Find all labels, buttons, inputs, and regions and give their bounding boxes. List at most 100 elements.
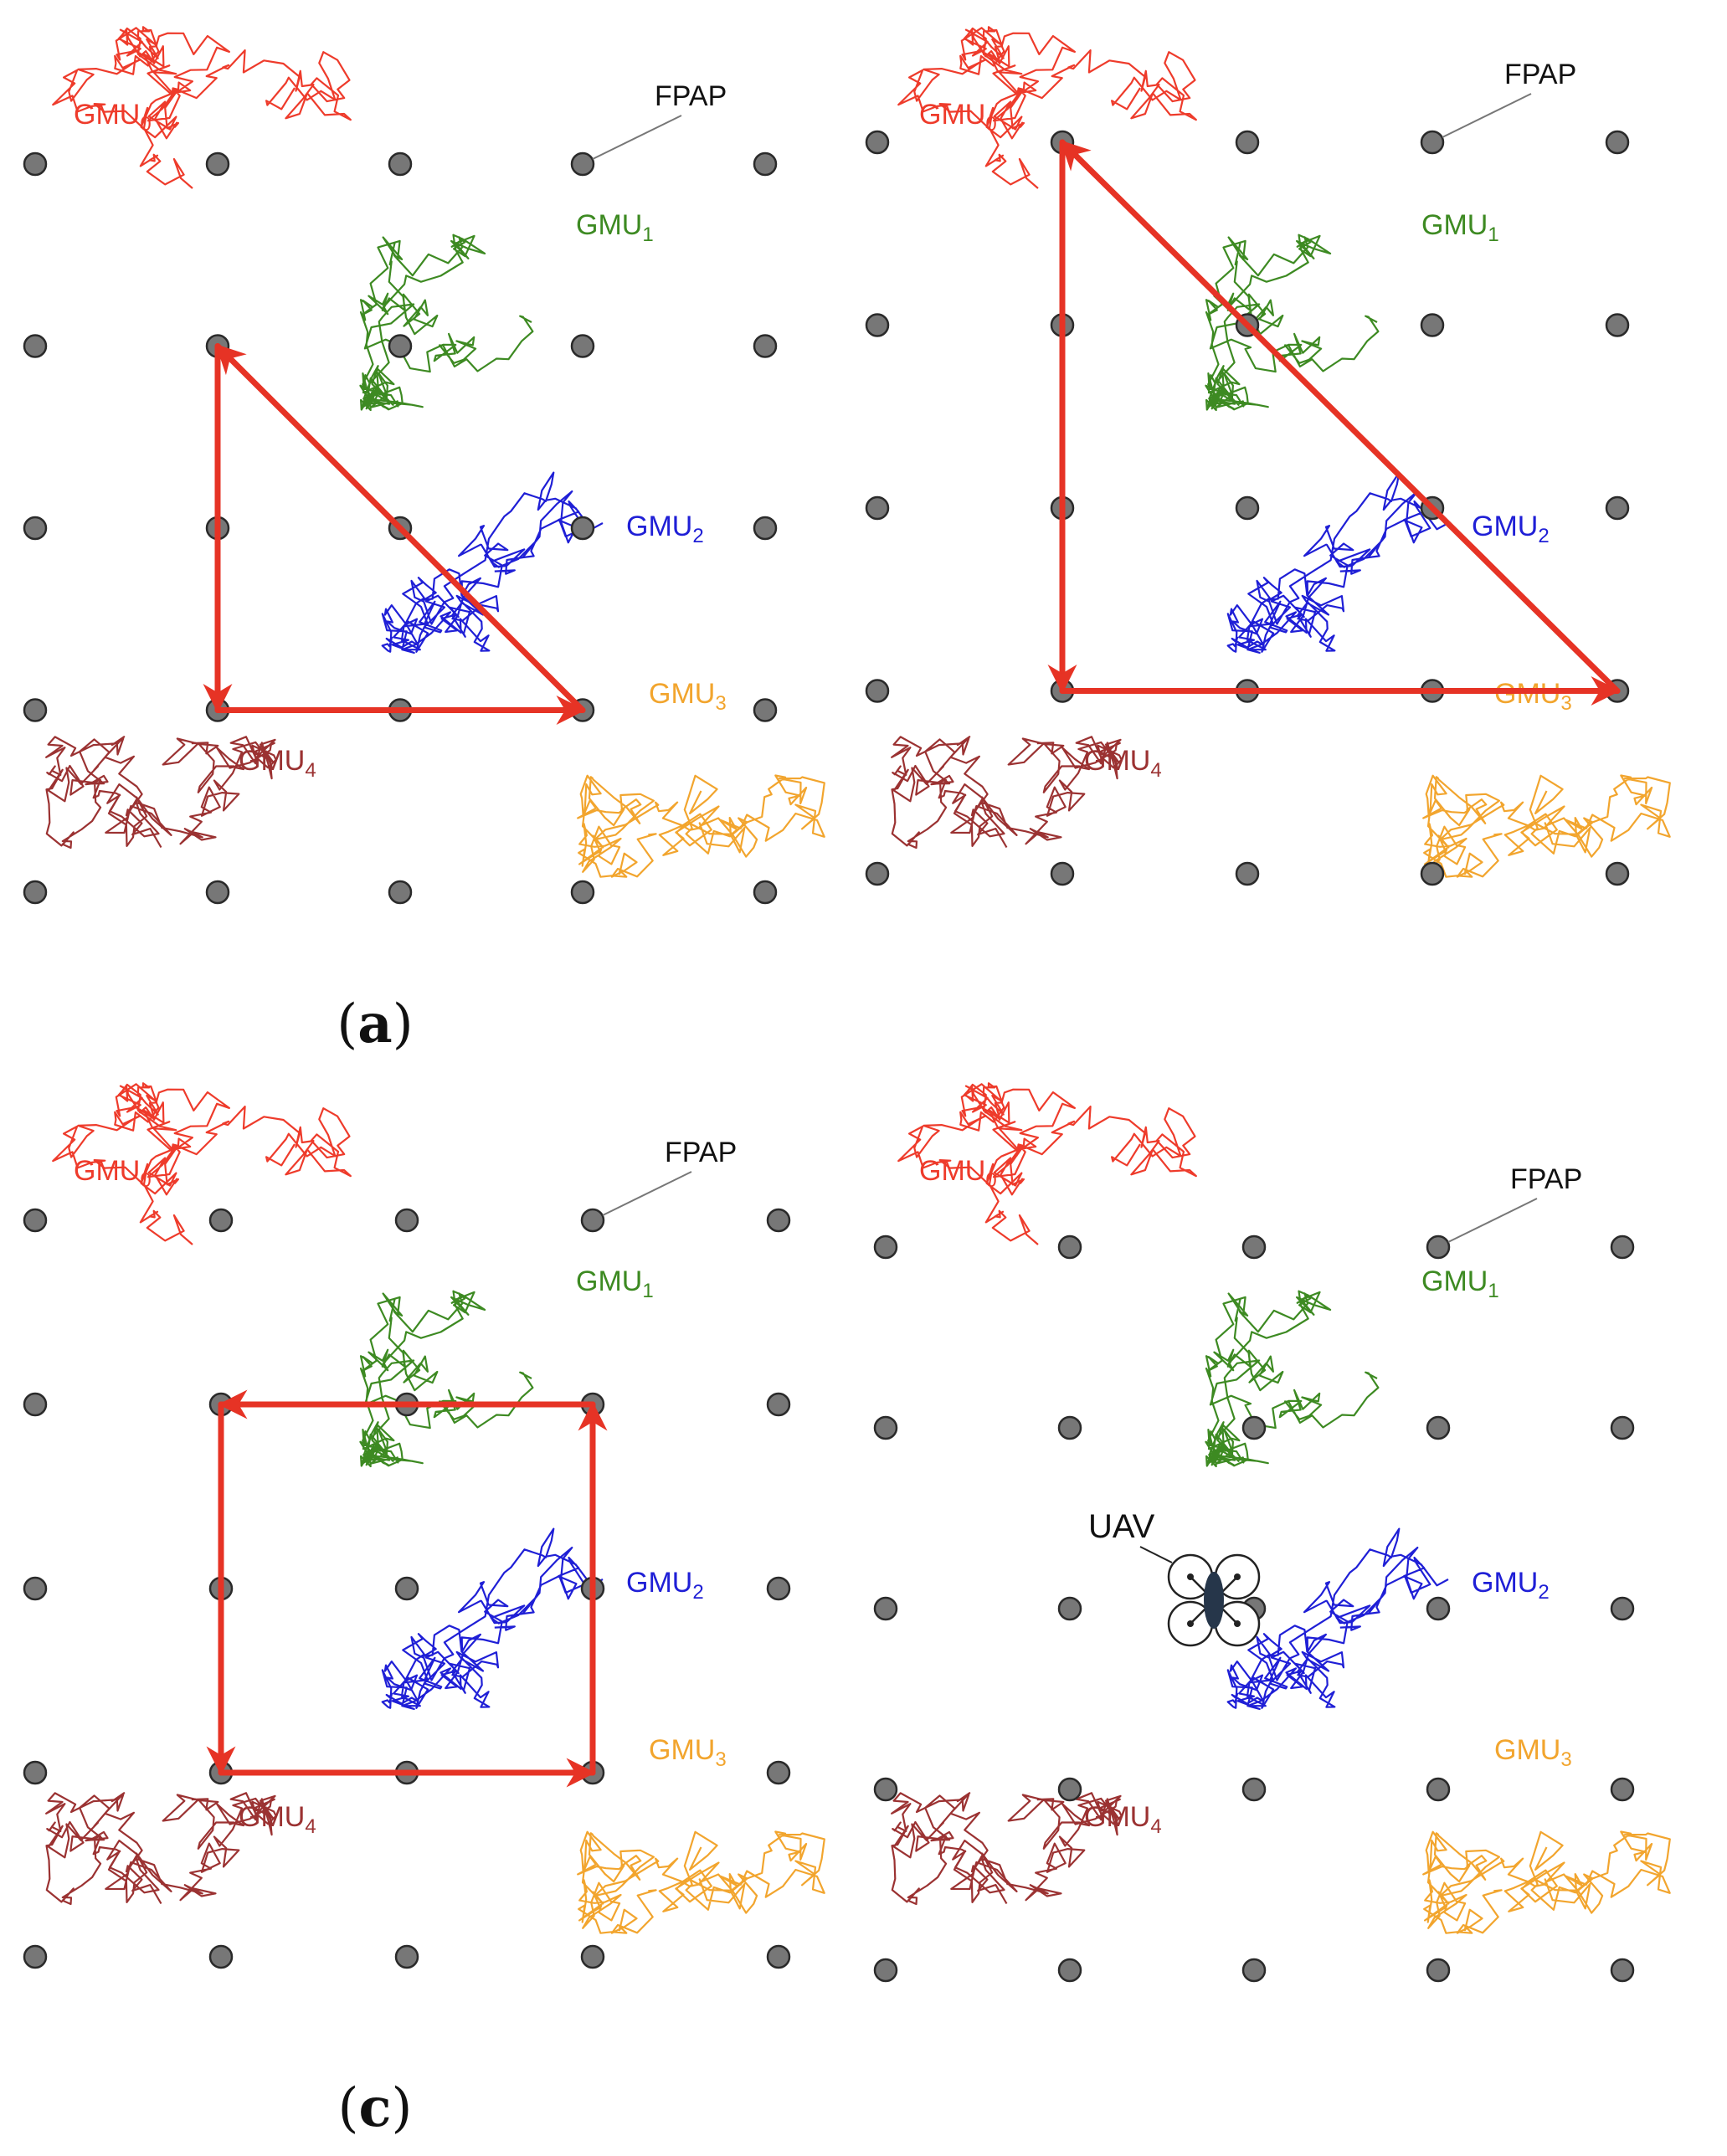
uav-leader-line <box>1139 1546 1173 1563</box>
gmu-2-label: GMU2 <box>626 511 704 547</box>
fpap-point <box>1050 861 1075 886</box>
fpap-point <box>388 880 413 905</box>
gmu-4-trajectory <box>891 1792 1123 1906</box>
gmu-4-trajectory <box>45 1792 277 1906</box>
panel-a: FPAP GMU0 GMU1 GMU2 GMU3 GMU4 (a) <box>23 26 825 1055</box>
gmu-1-label: GMU1 <box>1421 209 1499 246</box>
uav-drone-icon: UAV <box>1088 1508 1261 1647</box>
uav-path-leg-diagonal <box>214 343 586 713</box>
fpap-point <box>1420 130 1445 155</box>
fpap-point <box>1605 495 1630 521</box>
fpap-point <box>23 1392 48 1417</box>
fpap-point <box>1426 1596 1451 1621</box>
fpap-point <box>1610 1415 1635 1440</box>
fpap-point <box>1426 1235 1451 1260</box>
gmu-4-trajectory <box>45 736 277 850</box>
rotor-hub <box>1187 1573 1194 1580</box>
fpap-point <box>570 151 595 177</box>
gmu-3-trajectory <box>577 774 825 878</box>
fpap-point <box>865 495 890 521</box>
fpap-point <box>766 1208 791 1233</box>
gmu-1-trajectory <box>359 1290 534 1468</box>
gmu-0-label: GMU0 <box>919 1155 997 1192</box>
fpap-point <box>23 1944 48 1969</box>
fpap-point <box>1426 1415 1451 1440</box>
gmu-2-label: GMU2 <box>626 1567 704 1604</box>
gmu-2-trajectory <box>1226 471 1449 654</box>
fpap-point <box>865 861 890 886</box>
fpap-point <box>873 1958 898 1983</box>
fpap-point <box>873 1235 898 1260</box>
fpap-point <box>873 1415 898 1440</box>
gmu-1-trajectory <box>359 234 534 412</box>
fpap-point <box>1605 313 1630 337</box>
gmu-0-trajectory <box>897 26 1197 189</box>
fpap-leader-line <box>602 1171 692 1216</box>
panel-caption: (c) <box>338 2076 413 2139</box>
gmu-0-label: GMU0 <box>919 99 997 136</box>
fpap-point <box>570 880 595 905</box>
fpap-point <box>1605 130 1630 155</box>
fpap-point <box>1241 1415 1267 1440</box>
gmu-4-label: GMU4 <box>239 745 316 782</box>
fpap-point <box>23 516 48 541</box>
fpap-point <box>1610 1596 1635 1621</box>
fpap-point <box>1057 1415 1082 1440</box>
gmu-4-trajectory <box>891 736 1123 850</box>
fpap-point <box>1241 1235 1267 1260</box>
panel-c: FPAP GMU0 GMU1 GMU2 GMU3 GMU4 (c) <box>23 1082 825 2139</box>
fpap-label: FPAP <box>1504 59 1576 90</box>
fpap-point <box>1610 1958 1635 1983</box>
gmu-3-trajectory <box>1422 1830 1671 1934</box>
gmu-1-label: GMU1 <box>576 209 654 246</box>
fpap-point <box>1235 130 1260 155</box>
fpap-point <box>208 1208 234 1233</box>
gmu-1-label: GMU1 <box>576 1265 654 1302</box>
fpap-point <box>205 880 230 905</box>
fpap-point <box>1610 1235 1635 1260</box>
fpap-point <box>1057 1777 1082 1802</box>
fpap-point <box>753 880 778 905</box>
fpap-point <box>388 334 413 358</box>
gmu-2-label: GMU2 <box>1472 511 1550 547</box>
gmu-0-label: GMU0 <box>74 1155 152 1192</box>
gmu-2-trajectory <box>1226 1527 1449 1711</box>
gmu-1-trajectory <box>1205 1290 1380 1468</box>
fpap-point <box>388 151 413 177</box>
rotor-hub <box>1187 1620 1194 1627</box>
gmu-3-trajectory <box>1422 774 1671 878</box>
fpap-point <box>1057 1235 1082 1260</box>
fpap-point <box>570 516 595 541</box>
fpap-point <box>753 698 778 722</box>
fpap-point <box>1241 1777 1267 1802</box>
rotor-hub <box>1234 1573 1241 1580</box>
gmu-3-label: GMU3 <box>649 678 727 715</box>
fpap-point <box>23 334 48 358</box>
fpap-point <box>1235 495 1260 521</box>
fpap-point <box>1426 1777 1451 1802</box>
gmu-4-label: GMU4 <box>239 1801 316 1838</box>
fpap-point <box>580 1944 605 1969</box>
gmu-0-label: GMU0 <box>74 99 152 136</box>
fpap-point <box>1420 313 1445 337</box>
fpap-point <box>1057 1596 1082 1621</box>
gmu-2-trajectory <box>381 471 604 654</box>
fpap-point <box>205 151 230 177</box>
fpap-point <box>1057 1958 1082 1983</box>
gmu-0-trajectory <box>52 1082 352 1245</box>
gmu-3-trajectory <box>577 1830 825 1934</box>
fpap-point <box>766 1576 791 1601</box>
fpap-point <box>23 1208 48 1233</box>
fpap-point <box>208 1944 234 1969</box>
fpap-point <box>1420 861 1445 886</box>
gmu-1-label: GMU1 <box>1421 1265 1499 1302</box>
fpap-point <box>766 1944 791 1969</box>
fpap-point <box>394 1944 419 1969</box>
fpap-point <box>23 1576 48 1601</box>
panels-root: FPAP GMU0 GMU1 GMU2 GMU3 GMU4 (a) FPAP GMU0 GMU1 G… <box>23 26 1671 2139</box>
fpap-leader-line <box>592 115 682 160</box>
fpap-point <box>766 1760 791 1785</box>
rotor-hub <box>1234 1620 1241 1627</box>
fpap-label: FPAP <box>655 80 727 112</box>
